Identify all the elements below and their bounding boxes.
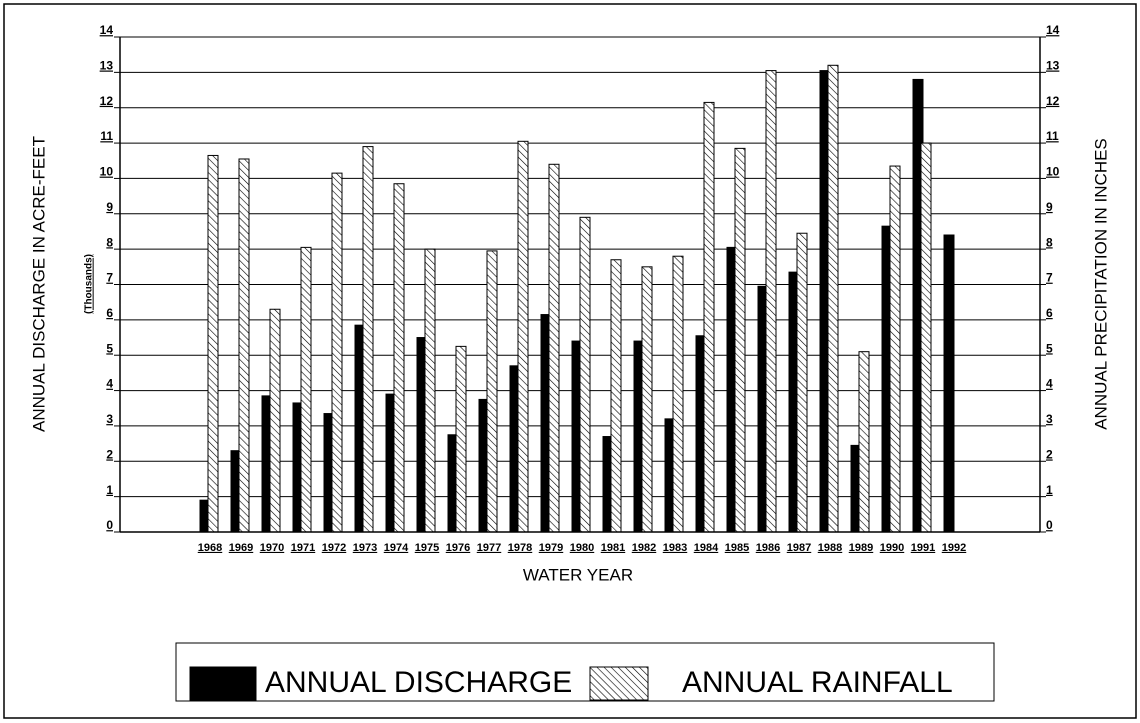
bar: [486, 250, 498, 533]
bar: [362, 146, 374, 533]
y2-tick-label: 6: [1046, 306, 1053, 320]
bar: [734, 147, 746, 533]
bar: [455, 345, 467, 533]
legend-label: ANNUAL DISCHARGE: [265, 666, 572, 699]
bar: [517, 140, 529, 533]
x-tick-label: 1992: [942, 542, 966, 554]
y2-tick-label: 13: [1046, 59, 1060, 73]
y2-tick-label: 11: [1046, 129, 1059, 143]
x-tick-label: 1991: [911, 542, 935, 554]
bar: [424, 248, 436, 533]
x-tick-label: 1969: [229, 542, 253, 554]
x-tick-label: 1978: [508, 542, 532, 554]
y-tick-label: 6: [106, 306, 113, 320]
legend-swatch: [189, 666, 257, 701]
y2-tick-label: 7: [1046, 271, 1053, 285]
y2-tick-label: 1: [1046, 483, 1053, 497]
bar: [548, 163, 560, 533]
bar: [300, 246, 312, 533]
y-tick-label: 5: [106, 341, 113, 355]
y-tick-label: 7: [106, 271, 113, 285]
y2-tick-label: 4: [1046, 377, 1053, 391]
bar: [393, 183, 405, 533]
x-tick-label: 1974: [384, 542, 409, 554]
y2-tick-label: 14: [1046, 23, 1060, 37]
x-tick-label: 1976: [446, 542, 470, 554]
frame: [3, 3, 1137, 719]
bar: [331, 172, 343, 533]
y-tick-label: 11: [100, 129, 113, 143]
x-tick-label: 1977: [477, 542, 501, 554]
x-tick-label: 1971: [291, 542, 315, 554]
y-tick-label: 1: [106, 483, 113, 497]
y2-tick-label: 10: [1046, 165, 1060, 179]
bar: [765, 70, 777, 533]
legend-box: [175, 642, 995, 702]
bar: [207, 154, 219, 533]
legend-label: ANNUAL RAINFALL: [682, 666, 953, 699]
x-axis-label: WATER YEAR: [523, 565, 633, 584]
y-tick-label: 3: [106, 412, 113, 426]
y2-tick-label: 12: [1046, 94, 1060, 108]
y-tick-label: 2: [106, 447, 113, 461]
y2-axis-label: ANNUAL PRECIPITATION IN INCHES: [1091, 138, 1110, 430]
bar: [858, 351, 870, 533]
y-tick-label: 13: [100, 59, 114, 73]
x-tick-label: 1973: [353, 542, 377, 554]
y2-tick-label: 8: [1046, 235, 1053, 249]
x-tick-label: 1972: [322, 542, 346, 554]
bar: [703, 101, 715, 533]
y2-tick-label: 9: [1046, 200, 1053, 214]
y2-tick-label: 3: [1046, 412, 1053, 426]
x-tick-label: 1984: [694, 542, 719, 554]
y-tick-label: 4: [106, 377, 113, 391]
y2-tick-label: 2: [1046, 447, 1053, 461]
bar: [269, 308, 281, 533]
bar: [920, 142, 932, 533]
bar: [889, 165, 901, 533]
y2-tick-label: 0: [1046, 518, 1053, 532]
bar: [943, 234, 955, 533]
x-tick-label: 1990: [880, 542, 904, 554]
y-axis-label: ANNUAL DISCHARGE IN ACRE-FEET: [29, 136, 48, 432]
x-tick-label: 1980: [570, 542, 594, 554]
x-tick-label: 1979: [539, 542, 563, 554]
x-tick-label: 1989: [849, 542, 873, 554]
y-tick-label: 14: [100, 23, 114, 37]
x-tick-label: 1981: [601, 542, 625, 554]
x-tick-label: 1968: [198, 542, 222, 554]
x-tick-label: 1970: [260, 542, 284, 554]
x-tick-label: 1982: [632, 542, 656, 554]
bar: [796, 232, 808, 533]
bar: [579, 216, 591, 533]
y2-tick-label: 5: [1046, 341, 1053, 355]
y-tick-label: 12: [100, 94, 114, 108]
x-tick-label: 1985: [725, 542, 749, 554]
x-tick-label: 1986: [756, 542, 780, 554]
x-tick-label: 1983: [663, 542, 687, 554]
bar: [672, 255, 684, 533]
bar: [827, 64, 839, 533]
y-unit-label: (Thousands): [84, 254, 95, 314]
legend-swatch: [589, 666, 649, 701]
y-tick-label: 10: [100, 165, 114, 179]
y-tick-label: 0: [106, 518, 113, 532]
x-tick-label: 1988: [818, 542, 842, 554]
bar: [610, 259, 622, 533]
y-tick-label: 9: [106, 200, 113, 214]
x-tick-label: 1987: [787, 542, 811, 554]
bar: [238, 158, 250, 533]
y-tick-label: 8: [106, 235, 113, 249]
x-tick-label: 1975: [415, 542, 439, 554]
bar: [641, 266, 653, 533]
